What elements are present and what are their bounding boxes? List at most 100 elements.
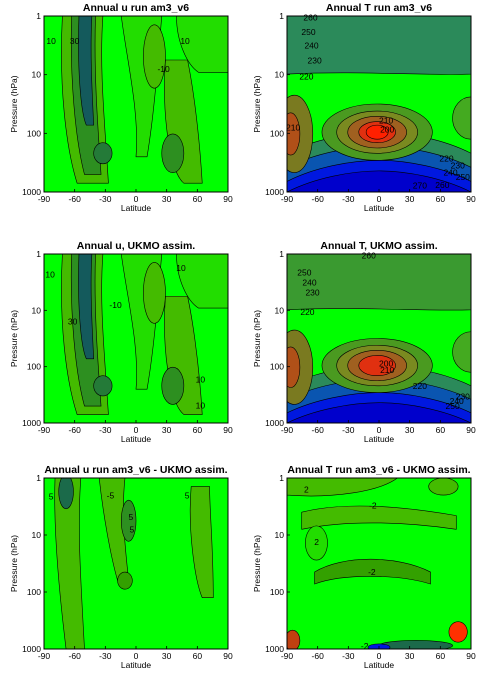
x-tick-label: 30 xyxy=(405,194,415,204)
x-tick-label: 30 xyxy=(405,425,415,435)
x-tick-label: -60 xyxy=(312,651,325,661)
x-tick-label: 0 xyxy=(377,425,382,435)
y-tick-label: 10 xyxy=(275,305,285,315)
contour-region xyxy=(452,96,471,140)
x-tick-label: -90 xyxy=(281,425,294,435)
x-tick-label: 60 xyxy=(436,651,446,661)
chart-title: Annual u run am3_v6 xyxy=(83,2,189,14)
x-tick-label: -90 xyxy=(281,651,294,661)
y-tick-label: 10 xyxy=(32,530,42,540)
y-tick-label: 1000 xyxy=(265,644,284,654)
contour-band xyxy=(314,558,431,585)
contour-label: -5 xyxy=(107,491,115,501)
contour-band xyxy=(287,16,471,75)
contour-region xyxy=(93,375,113,397)
contour-label: -2 xyxy=(369,500,377,510)
contour-label: 220 xyxy=(299,71,313,81)
contour-label: 230 xyxy=(305,288,319,298)
contour-label: 2 xyxy=(304,485,309,495)
contour-label: 5 xyxy=(129,512,134,522)
y-axis-label: Pressure (hPa) xyxy=(9,75,19,132)
contour-band xyxy=(78,16,94,126)
contour-band xyxy=(78,254,94,360)
chart-title: Annual u, UKMO assim. xyxy=(77,240,196,252)
x-tick-label: -30 xyxy=(99,194,112,204)
plot-area xyxy=(287,478,471,649)
y-tick-label: 10 xyxy=(32,70,42,80)
x-tick-label: 90 xyxy=(466,651,476,661)
contour-band xyxy=(176,16,228,73)
x-tick-label: 0 xyxy=(377,651,382,661)
y-tick-label: 1 xyxy=(279,473,284,483)
contour-region xyxy=(287,112,301,156)
contour-label: -2 xyxy=(368,567,376,577)
contour-label: -10 xyxy=(109,300,122,310)
contour-band xyxy=(54,478,85,649)
y-tick-label: 1000 xyxy=(22,644,41,654)
contour-label: 210 xyxy=(286,123,300,133)
x-tick-label: -30 xyxy=(99,651,112,661)
contour-label: 240 xyxy=(302,277,316,287)
contour-region xyxy=(161,133,185,173)
x-tick-label: -60 xyxy=(312,194,325,204)
y-axis-label: Pressure (hPa) xyxy=(252,310,262,367)
x-tick-label: 90 xyxy=(223,651,233,661)
contour-label: 5 xyxy=(185,491,190,501)
contour-label: 200 xyxy=(380,124,394,134)
x-axis-label: Latitude xyxy=(121,434,152,444)
contour-region xyxy=(58,478,74,510)
y-tick-label: 1000 xyxy=(265,418,284,428)
x-axis-label: Latitude xyxy=(121,660,152,670)
y-tick-label: 100 xyxy=(270,362,284,372)
contour-label: 210 xyxy=(379,116,393,126)
contour-region xyxy=(428,478,459,496)
x-tick-label: 90 xyxy=(466,425,476,435)
x-tick-label: -60 xyxy=(312,425,325,435)
chart-panel: Annual T run am3_v6 - UKMO assim. -90 -60 -… xyxy=(252,464,476,670)
y-tick-label: 100 xyxy=(27,362,41,372)
contour-region xyxy=(365,124,389,140)
x-tick-label: -30 xyxy=(342,425,355,435)
x-tick-label: -90 xyxy=(38,651,51,661)
contour-label: 220 xyxy=(300,307,314,317)
x-tick-label: 30 xyxy=(405,651,415,661)
contour-region xyxy=(120,499,137,542)
x-axis-label: Latitude xyxy=(364,203,395,213)
contour-label: 230 xyxy=(456,391,470,401)
chart-title: Annual u run am3_v6 - UKMO assim. xyxy=(44,464,227,476)
x-tick-label: 60 xyxy=(193,425,203,435)
x-tick-label: 0 xyxy=(134,425,139,435)
x-tick-label: -90 xyxy=(281,194,294,204)
contour-label: -2 xyxy=(361,641,369,651)
y-tick-label: 100 xyxy=(270,128,284,138)
plot-area xyxy=(44,254,228,423)
contour-region xyxy=(143,24,166,89)
x-tick-label: -30 xyxy=(99,425,112,435)
x-tick-label: 0 xyxy=(134,194,139,204)
x-tick-label: -30 xyxy=(342,194,355,204)
x-tick-label: 90 xyxy=(223,194,233,204)
x-tick-label: -60 xyxy=(69,425,82,435)
contour-label: 5 xyxy=(49,492,54,502)
y-tick-label: 1000 xyxy=(265,187,284,197)
contour-label: 250 xyxy=(446,401,460,411)
x-axis-label: Latitude xyxy=(121,203,152,213)
contour-label: 230 xyxy=(451,161,465,171)
x-tick-label: 60 xyxy=(193,651,203,661)
contour-region xyxy=(452,331,471,373)
chart-panel: Annual T, UKMO assim. -90 -60 -30 0 30 60 90 1 10… xyxy=(252,240,476,444)
y-tick-label: 1 xyxy=(279,11,284,21)
x-tick-label: 0 xyxy=(377,194,382,204)
contour-label: 260 xyxy=(362,250,376,260)
chart-title: Annual T, UKMO assim. xyxy=(320,240,437,252)
x-tick-label: 60 xyxy=(436,194,446,204)
y-tick-label: 1 xyxy=(36,249,41,259)
y-tick-label: 10 xyxy=(275,70,285,80)
chart-panel: Annual T run am3_v6 -90 -60 -30 0 30 60 90 1 10 10… xyxy=(252,2,476,213)
x-tick-label: -30 xyxy=(342,651,355,661)
y-axis-label: Pressure (hPa) xyxy=(9,535,19,592)
contour-label: 30 xyxy=(70,36,80,46)
y-tick-label: 1 xyxy=(36,11,41,21)
x-tick-label: -60 xyxy=(69,651,82,661)
